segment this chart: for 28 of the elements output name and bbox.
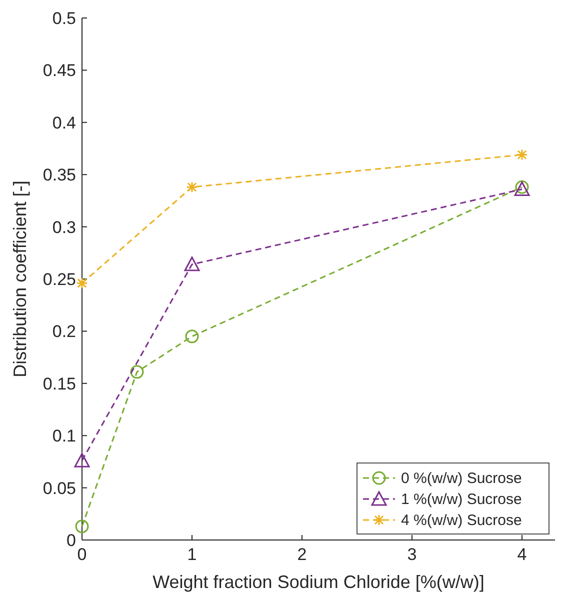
- y-tick-label: 0.4: [52, 113, 76, 132]
- x-tick-label: 1: [187, 545, 197, 564]
- y-axis-title: Distribution coefficient [-]: [10, 180, 30, 378]
- y-tick-label: 0.35: [42, 166, 76, 185]
- y-tick-label: 0.45: [42, 61, 76, 80]
- point: [130, 365, 144, 379]
- point: [75, 520, 89, 534]
- x-tick-label: 3: [407, 545, 417, 564]
- point: [74, 452, 90, 468]
- y-tick-label: 0.15: [42, 374, 76, 394]
- legend-label: 1 %(w/w) Sucrose: [401, 491, 522, 508]
- legend-label: 4 %(w/w) Sucrose: [401, 512, 522, 529]
- y-tick-label: 0.5: [52, 9, 76, 28]
- point: [516, 149, 528, 161]
- y-tick-label: 0.3: [52, 218, 76, 237]
- point: [185, 330, 199, 344]
- legend-label: 0 %(w/w) Sucrose: [401, 470, 522, 487]
- y-tick-label: 0.05: [42, 478, 76, 498]
- x-axis-title: Weight fraction Sodium Chloride [%(w/w)]: [152, 572, 484, 592]
- x-tick-label: 2: [297, 545, 307, 564]
- y-tick-label: 0.2: [52, 322, 76, 342]
- y-tick-label: 0.1: [52, 426, 76, 446]
- point: [184, 256, 200, 272]
- y-tick-label: 0.25: [42, 270, 76, 289]
- x-tick-label: 4: [517, 545, 527, 564]
- point: [76, 277, 88, 289]
- y-tick-label: 0: [66, 531, 76, 550]
- point: [186, 181, 198, 193]
